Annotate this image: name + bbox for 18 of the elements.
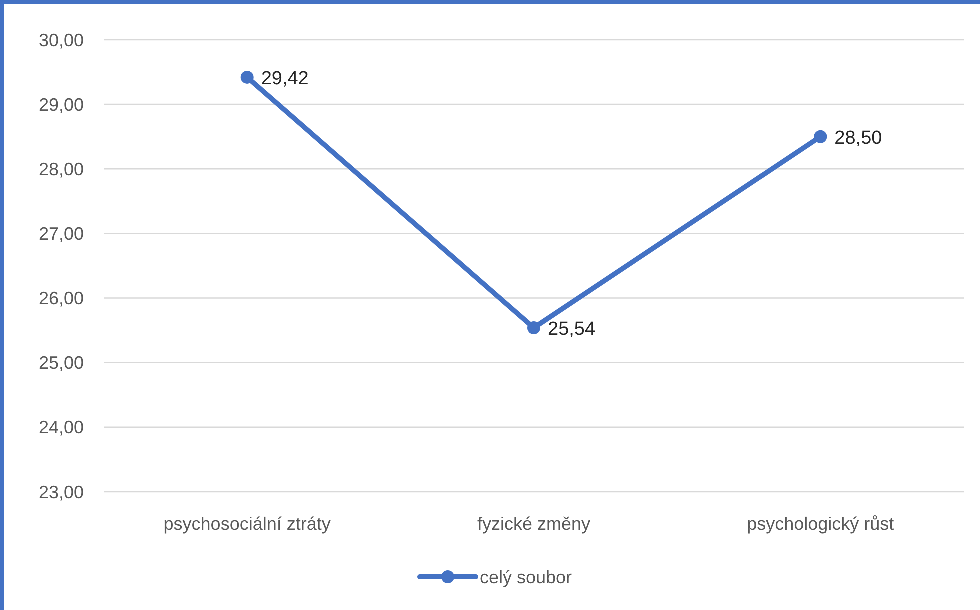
point: [814, 130, 828, 144]
y-tick-label: 24,00: [38, 418, 84, 438]
y-tick-label: 26,00: [38, 288, 84, 309]
data-label: 29,42: [261, 68, 309, 90]
y-tick-label: 30,00: [38, 30, 84, 50]
legend-label: celý soubor: [480, 567, 572, 588]
y-tick-label: 28,00: [38, 159, 84, 180]
data-label: 25,54: [548, 318, 596, 340]
x-tick-label: psychosociální ztráty: [164, 514, 331, 534]
y-tick-label: 27,00: [38, 224, 84, 244]
point: [240, 70, 254, 84]
y-tick-label: 29,00: [38, 94, 84, 115]
x-tick-label: fyzické změny: [477, 514, 591, 534]
y-tick-label: 25,00: [38, 353, 84, 374]
data-label: 28,50: [834, 128, 882, 149]
y-tick-label: 23,00: [38, 482, 84, 502]
point: [528, 321, 540, 334]
x-tick-label: psychologický růst: [747, 514, 894, 534]
